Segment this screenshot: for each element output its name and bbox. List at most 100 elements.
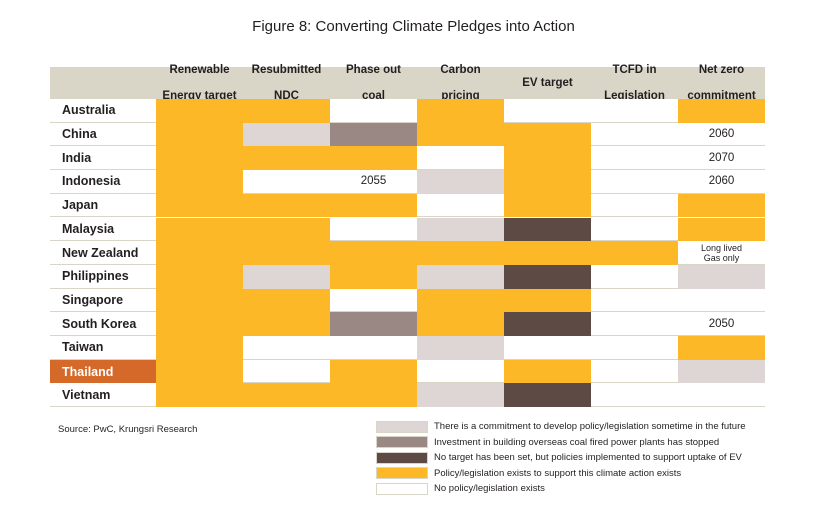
cell-value: 2060	[708, 128, 735, 141]
table-cell	[156, 336, 243, 360]
legend-item: No policy/legislation exists	[376, 481, 746, 497]
row-label: Thailand	[50, 359, 156, 384]
table-cell	[243, 99, 330, 123]
legend-item: Policy/legislation exists to support thi…	[376, 466, 746, 482]
table-cell	[243, 264, 330, 289]
column-header-line: commitment	[687, 89, 756, 102]
cell-value: 2055	[360, 175, 387, 188]
table-cell: 2070	[678, 146, 765, 171]
table-cell	[591, 241, 678, 265]
table-cell	[678, 288, 765, 313]
table-cell	[330, 264, 417, 289]
column-header-line: TCFD in	[612, 63, 657, 76]
table-cell	[591, 336, 678, 360]
column-header: EV target	[504, 67, 591, 99]
figure-title: Figure 8: Converting Climate Pledges int…	[252, 18, 575, 35]
cell-value: 2060	[708, 175, 735, 188]
table-cell: 2060	[678, 170, 765, 194]
table-cell	[330, 383, 417, 408]
table-cell	[417, 383, 504, 408]
column-header-line: pricing	[441, 89, 480, 102]
table-cell	[591, 288, 678, 313]
table-cell	[330, 146, 417, 171]
table-cell	[678, 359, 765, 384]
table-cell	[678, 383, 765, 408]
table-cell	[243, 288, 330, 313]
table-cell	[156, 146, 243, 171]
table-cell	[417, 264, 504, 289]
cell-value: Long lived	[700, 242, 743, 253]
row-label: India	[50, 146, 156, 171]
column-header: Phase out coal	[330, 63, 417, 102]
legend-label: Investment in building overseas coal fir…	[434, 436, 720, 448]
table-cell	[417, 146, 504, 171]
row-label: New Zealand	[50, 241, 156, 265]
table-cell	[591, 99, 678, 123]
row-label: Australia	[50, 99, 156, 123]
table-cell	[504, 288, 591, 313]
table-cell	[156, 288, 243, 313]
table-cell	[243, 122, 330, 147]
table-cell	[156, 241, 243, 265]
legend-label: Policy/legislation exists to support thi…	[434, 467, 682, 479]
row-label: China	[50, 122, 156, 147]
column-header: TCFD in Legislation	[591, 63, 678, 102]
header-corner	[50, 67, 156, 99]
legend-item: Investment in building overseas coal fir…	[376, 435, 746, 451]
column-header: Renewable Energy target	[156, 64, 243, 102]
column-header: Net zero commitment	[678, 64, 765, 102]
table-cell	[417, 312, 504, 336]
table-cell	[417, 193, 504, 218]
table-cell	[156, 312, 243, 336]
row-label: Singapore	[50, 288, 156, 313]
table-cell: 2060	[678, 122, 765, 147]
table-cell	[330, 122, 417, 147]
table-cell	[243, 146, 330, 171]
column-header: Resubmitted NDC	[243, 63, 330, 102]
table-cell	[156, 193, 243, 218]
cell-value: 2070	[708, 151, 735, 164]
legend-label: No target has been set, but policies imp…	[434, 452, 742, 464]
table-cell	[330, 336, 417, 360]
table-cell	[504, 359, 591, 384]
row-label: Vietnam	[50, 383, 156, 408]
table-cell	[330, 217, 417, 242]
table-cell	[591, 122, 678, 147]
table-cell	[591, 170, 678, 194]
table-cell	[591, 264, 678, 289]
column-header-line: coal	[361, 89, 385, 102]
table-cell	[243, 170, 330, 194]
table-cell: 2055	[330, 170, 417, 194]
column-header-line: Phase out	[346, 63, 401, 76]
table-cell	[504, 122, 591, 147]
table-cell	[504, 99, 591, 123]
table-cell	[243, 312, 330, 336]
table-cell	[243, 359, 330, 384]
column-header-line: Energy target	[162, 89, 237, 102]
table-cell	[417, 359, 504, 384]
cell-value: 2050	[708, 317, 735, 330]
table-cell: Long lived Gas only	[678, 241, 765, 265]
table-cell	[156, 217, 243, 242]
table-cell	[591, 217, 678, 242]
row-label: Japan	[50, 193, 156, 218]
source-note: Source: PwC, Krungsri Research	[58, 424, 198, 435]
table-cell: 2050	[678, 312, 765, 336]
table-cell	[504, 146, 591, 171]
table-cell	[504, 336, 591, 360]
column-header-line: Carbon	[440, 63, 481, 76]
row-label: Taiwan	[50, 336, 156, 360]
table-cell	[504, 193, 591, 218]
table-cell	[330, 241, 417, 265]
table-cell	[417, 217, 504, 242]
column-header-line: Resubmitted	[251, 63, 322, 76]
legend-swatch	[376, 482, 428, 495]
column-header-line: Legislation	[604, 89, 665, 102]
climate-pledge-table: Renewable Energy target Resubmitted NDC Phas…	[50, 63, 776, 408]
table-cell	[678, 336, 765, 360]
table-cell	[504, 170, 591, 194]
table-cell	[156, 264, 243, 289]
table-cell	[417, 288, 504, 313]
column-header-line: EV target	[522, 76, 573, 89]
table-cell	[504, 383, 591, 408]
